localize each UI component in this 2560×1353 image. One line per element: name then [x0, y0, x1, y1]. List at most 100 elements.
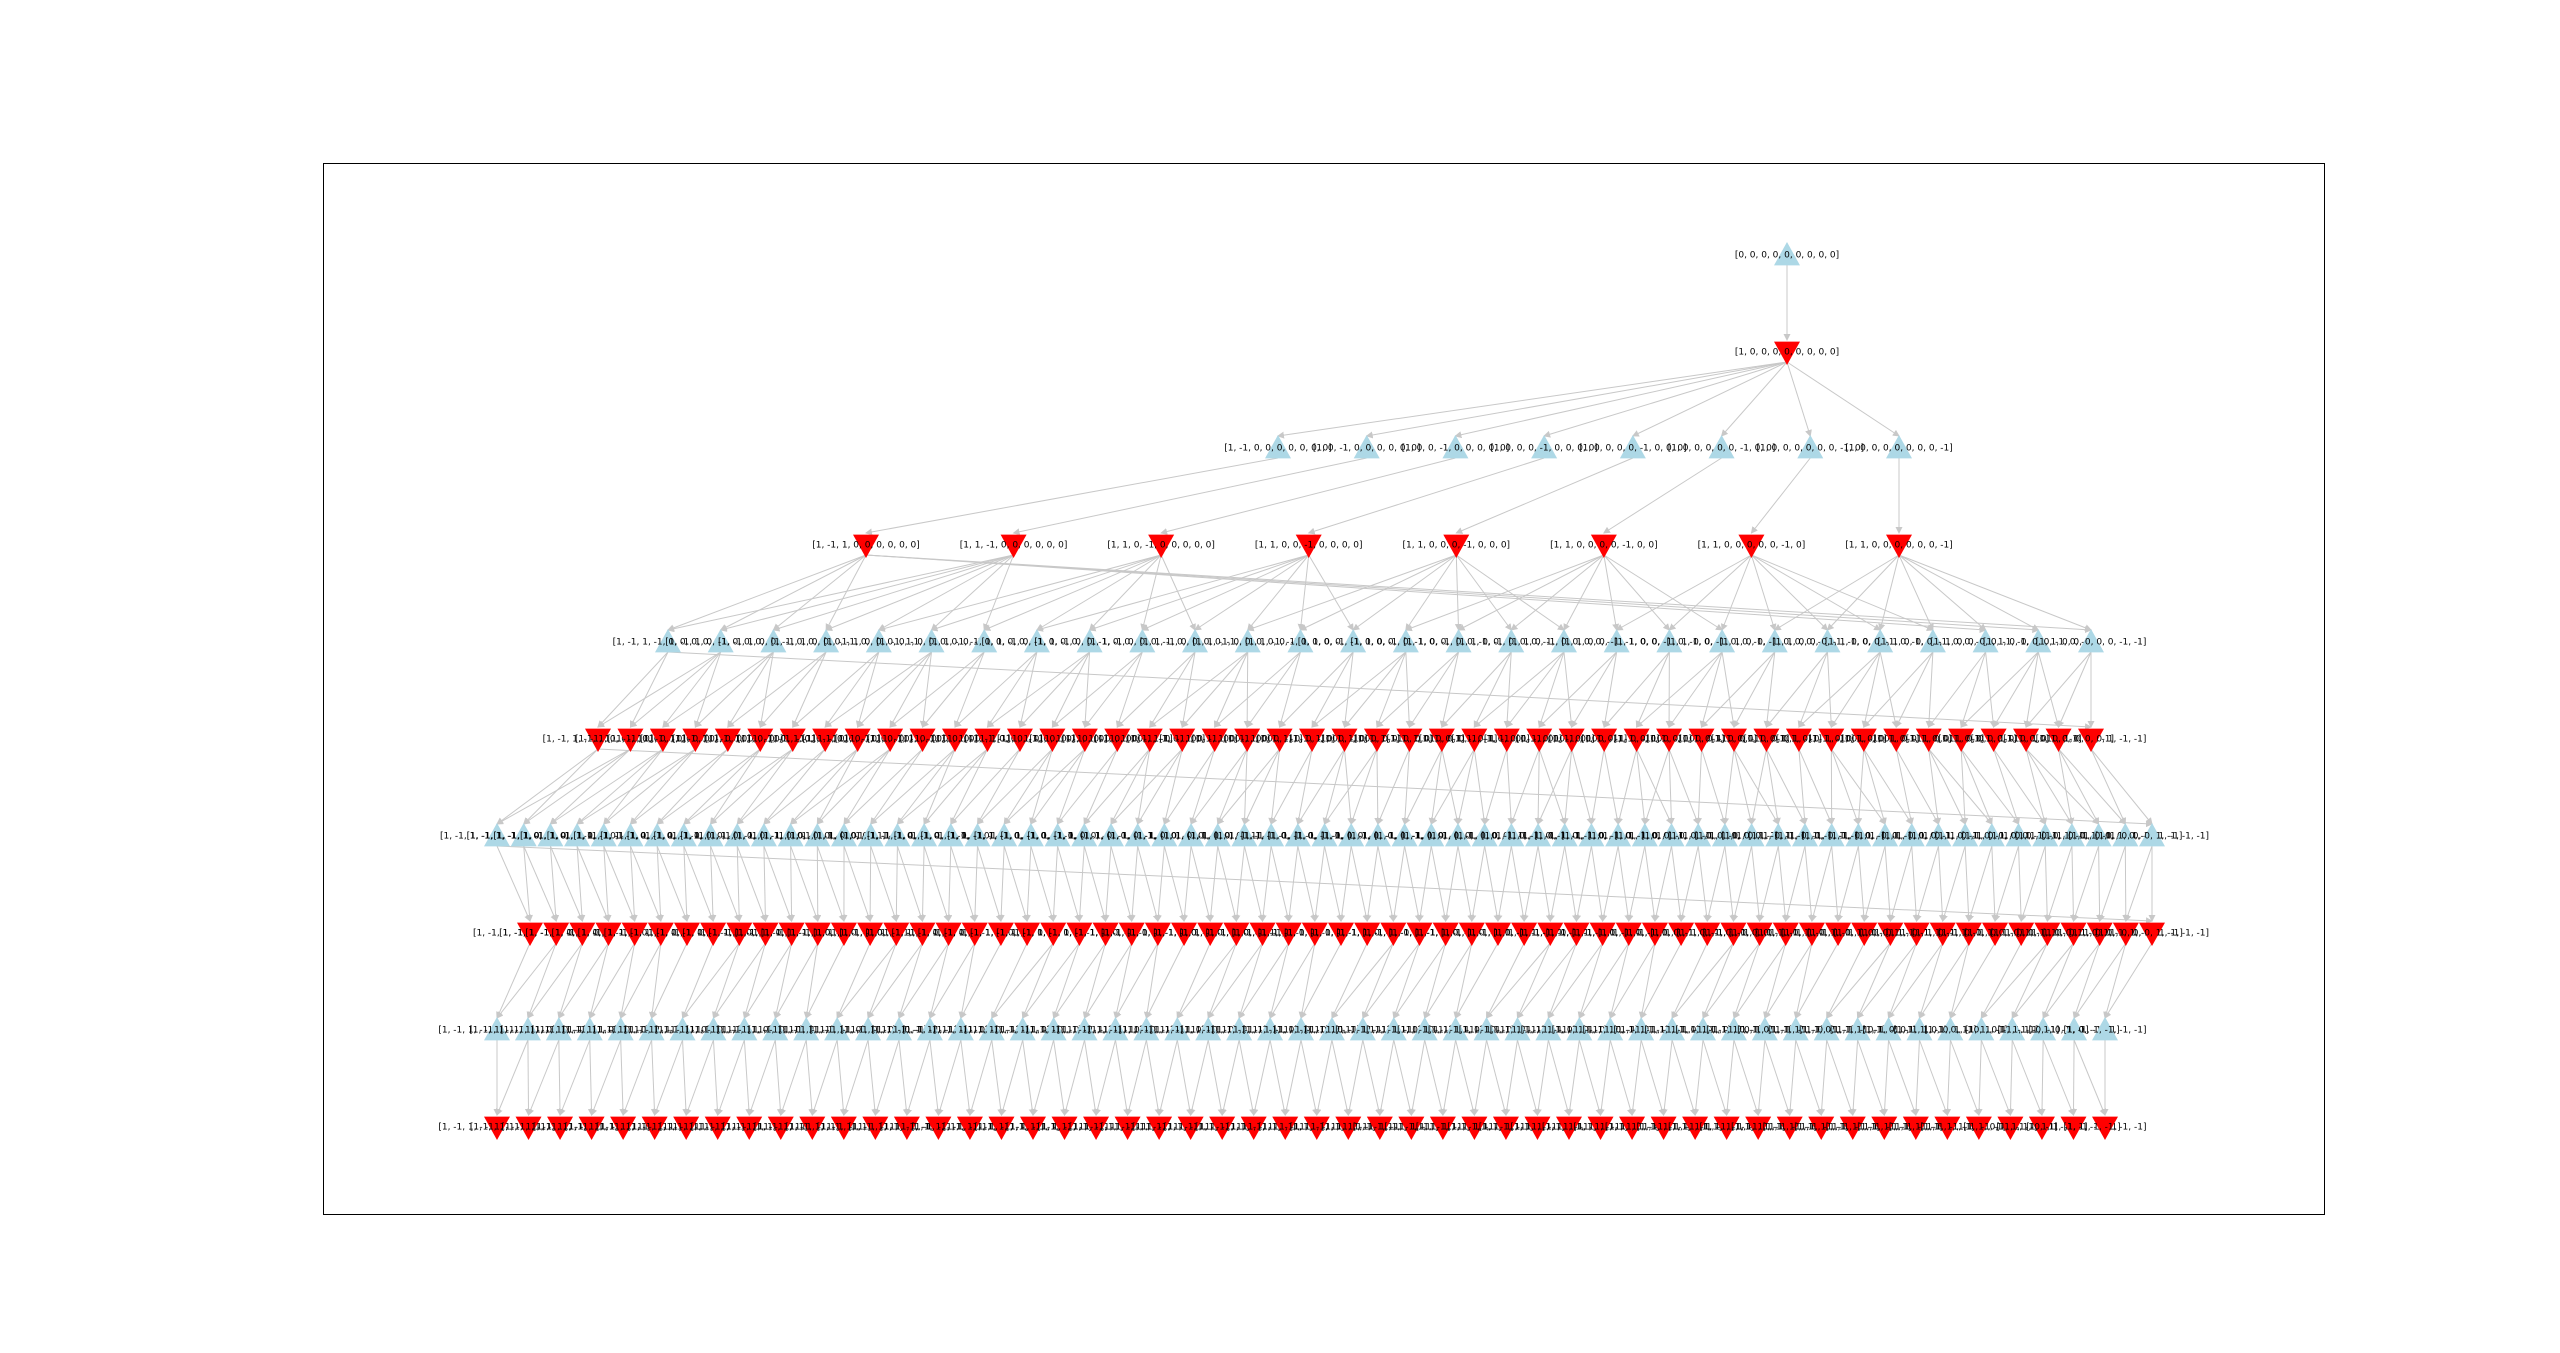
min-node: [1, 1, -1, -1, 1, -1, 1, 1, -1]: [911, 1116, 1029, 1140]
max-node: [1, -1, 1, 1, -1, 1, -1, 0, -1]: [686, 1017, 803, 1041]
max-node: [1, 1, 1, 1, -1, 0, -1, -1, -1]: [1675, 1017, 1793, 1041]
max-node: [1, 1, -1, -1, 1, -1, 1, 0, -1]: [902, 1017, 1020, 1041]
node-label: [1, 1, 0, 0, 0, 0, 0, 0, -1]: [1845, 541, 1953, 551]
tree-edge: [2043, 845, 2051, 922]
max-node: [1, 1, -1, 1, 0, -1, 0, -1, 0]: [1054, 823, 1168, 847]
tree-edge: [1189, 748, 1216, 825]
tree-edge: [1322, 748, 1345, 825]
min-node: [1, 1, 0, 1, 0, 0, -1, -1, 0]: [1646, 728, 1757, 752]
min-node-triangle-down: [1144, 922, 1171, 946]
tree-edge: [1022, 942, 1080, 1019]
node-label: [1, 1, 1, -1, -1, 0, 0, 0, -1]: [1267, 832, 1381, 842]
node-label: [1, 1, -1, -1, 1, 1, 0, 0, -1]: [918, 929, 1032, 939]
max-node-triangle-up: [1071, 823, 1098, 847]
tree-edge: [603, 748, 664, 825]
tree-edge: [1277, 361, 1788, 439]
node-label: [1, 1, 0, 0, 0, -1, 0, 0, -1]: [1877, 638, 1988, 648]
tree-edge: [1163, 845, 1186, 922]
min-node-triangle-down: [1104, 728, 1131, 752]
max-node: [1, -1, 1, -1, 1, 0, 0, -1, 0]: [493, 823, 607, 847]
node-label: [1, 1, -1, 1, 0, -1, -1, 0, 0]: [1027, 832, 1141, 842]
min-node: [1, 1, 1, -1, 1, -1, 0, 0, -1]: [1362, 922, 1477, 946]
node-label: [1, 1, 1, 1, 0, 0, -1, -1, -1]: [1703, 929, 1817, 939]
tree-edge: [1697, 845, 1711, 922]
min-node: [1, 1, -1, 1, -1, -1, 1, 0, 0]: [944, 922, 1058, 946]
max-node: [1, -1, 1, 1, 0, -1, -1, 0, 0]: [654, 823, 768, 847]
node-label: [1, 1, -1, 1, -1, -1, 1, 0, -1]: [1057, 1026, 1174, 1036]
min-node: [1, 1, -1, -1, -1, -1]: [2064, 1116, 2146, 1140]
max-node: [1, 1, -1, 1, -1, 1, 0, -1, -1]: [1150, 1017, 1267, 1041]
min-node: [1, -1, 1, -1, 1, 1, -1, -1, 1]: [501, 1116, 619, 1140]
max-node: [1, 1, 0, 0, 0, 1, -1, -1, -1]: [2095, 823, 2209, 847]
max-node: [1, 1, -1, 0, 0, 0, 0, 0, -1]: [1192, 629, 1303, 653]
max-node-triangle-up: [1349, 1017, 1376, 1041]
tree-edge: [1113, 942, 1133, 1019]
tree-edge: [1331, 942, 1368, 1019]
tree-edge: [1283, 1039, 1302, 1116]
node-label: [1, 1, 1, 1, -1, -1, -1, 1, -1]: [1636, 1123, 1753, 1133]
node-label: [1, -1, 1, 1, -1, 1, 0, -1, 0]: [630, 929, 744, 939]
min-node: [1, 1, -1, 1, -1, 1, -1, 1, -1]: [1132, 1116, 1249, 1140]
min-node-triangle-down: [1713, 1116, 1740, 1140]
max-node-triangle-up: [1473, 1017, 1500, 1041]
tree-edge: [1732, 942, 1761, 1019]
tree-edge: [1928, 748, 1993, 825]
tree-edge: [1960, 651, 2039, 728]
max-node-triangle-up: [886, 1017, 912, 1041]
max-node: [1, -1, 1, -1, 1, 1, -1, -1, 0]: [500, 1017, 618, 1041]
node-label: [1, -1, 1, 1, -1, 1, 0, 0, -1]: [656, 929, 770, 939]
tree-edge: [2122, 845, 2130, 922]
tree-edge: [1149, 651, 1196, 728]
min-node: [1, 1, 1, 0, 0, 0, -1, 0, -1]: [1354, 728, 1465, 752]
node-label: [1, 1, -1, 1, 1, -1, -1, 0, -1]: [1211, 1026, 1328, 1036]
tree-edge: [929, 942, 976, 1019]
tree-edge: [496, 845, 531, 922]
node-label: [1, 1, 1, -1, 0, 0, 0, -1, -1]: [1428, 832, 1542, 842]
tree-edge: [1975, 1039, 1983, 1116]
max-node-triangle-up: [2085, 823, 2112, 847]
node-label: [1, 1, 1, 0, 1, -1, 0, -1, -1]: [1781, 929, 1895, 939]
tree-edge: [1311, 651, 1354, 728]
tree-edge: [1733, 651, 1776, 728]
tree-edge: [1856, 942, 1891, 1019]
node-label: [1, 1, 1, -1, 0, -1, 0, 0, -1]: [1348, 832, 1462, 842]
min-node: [1, 1, 0, 0, 0, 1, 0, -1, -1]: [2003, 728, 2114, 752]
tree-edge: [1036, 554, 1162, 631]
node-label: [1, 1, 1, -1, 1, 0, -1, -1, 0]: [1389, 929, 1503, 939]
edges-layer: [493, 265, 2156, 1116]
max-node-triangle-up: [537, 823, 564, 847]
min-node: [1, 1, 1, 1, 1, -1, -1, -1, -1]: [1920, 1116, 2038, 1140]
min-node-triangle-down: [1493, 728, 1520, 752]
tree-edge: [587, 942, 609, 1019]
tree-edge: [905, 1039, 931, 1116]
min-node-triangle-down: [1301, 922, 1328, 946]
tree-edge: [976, 748, 1021, 825]
min-node: [1, -1, 1, 1, 0, 0, 0, -1, 0]: [672, 728, 783, 752]
tree-edge: [1773, 554, 1900, 631]
min-node: [1, 1, 1, -1, 0, 0, 0, 0, -1]: [1062, 728, 1173, 752]
node-label: [1, -1, 1, -1, 1, 1, -1, 1, -1]: [533, 1123, 650, 1133]
tree-edge: [712, 942, 740, 1019]
max-node: [1, -1, 1, 1, 1, -1, -1, -1, 0]: [748, 1017, 865, 1041]
node-label: [1, 1, 0, 1, 0, -1, -1, -1, 0]: [1881, 832, 1995, 842]
node-label: [1, 1, 1, 0, 0, -1, -1, -1, 0]: [1614, 832, 1728, 842]
tree-edge: [597, 651, 669, 728]
node-label: [1, 1, -1, 0, -1, 0, 0, 0, 0]: [982, 638, 1093, 648]
node-label: [1, 1, 0, 0, 1, 1, -1, -1, -1]: [1862, 1026, 1976, 1036]
min-node-triangle-down: [1511, 922, 1538, 946]
tree-edge: [2069, 845, 2077, 922]
tree-edge: [1600, 845, 1619, 922]
min-node: [1, 1, -1, 1, -1, 1, 1, -1, -1]: [1164, 1116, 1281, 1140]
tree-edge: [825, 554, 1014, 632]
tree-edge: [923, 748, 988, 825]
tree-edge: [1751, 554, 1882, 631]
tree-edge: [889, 651, 985, 728]
tree-edge: [2011, 942, 2074, 1019]
max-node-triangle-up: [697, 823, 724, 847]
tree-edge: [1967, 845, 1993, 922]
node-label: [1, 1, -1, -1, 1, 1, -1, 0, -1]: [964, 1026, 1081, 1036]
node-label: [1, 1, 1, 1, 1, -1, -1, -1, -1]: [1794, 1123, 1911, 1133]
min-node: [1, -1, 1, 1, -1, 1, 0, -1, 0]: [630, 922, 744, 946]
node-label: [1, 1, 1, 1, 1, -1, -1, -1, -1]: [1763, 1123, 1880, 1133]
